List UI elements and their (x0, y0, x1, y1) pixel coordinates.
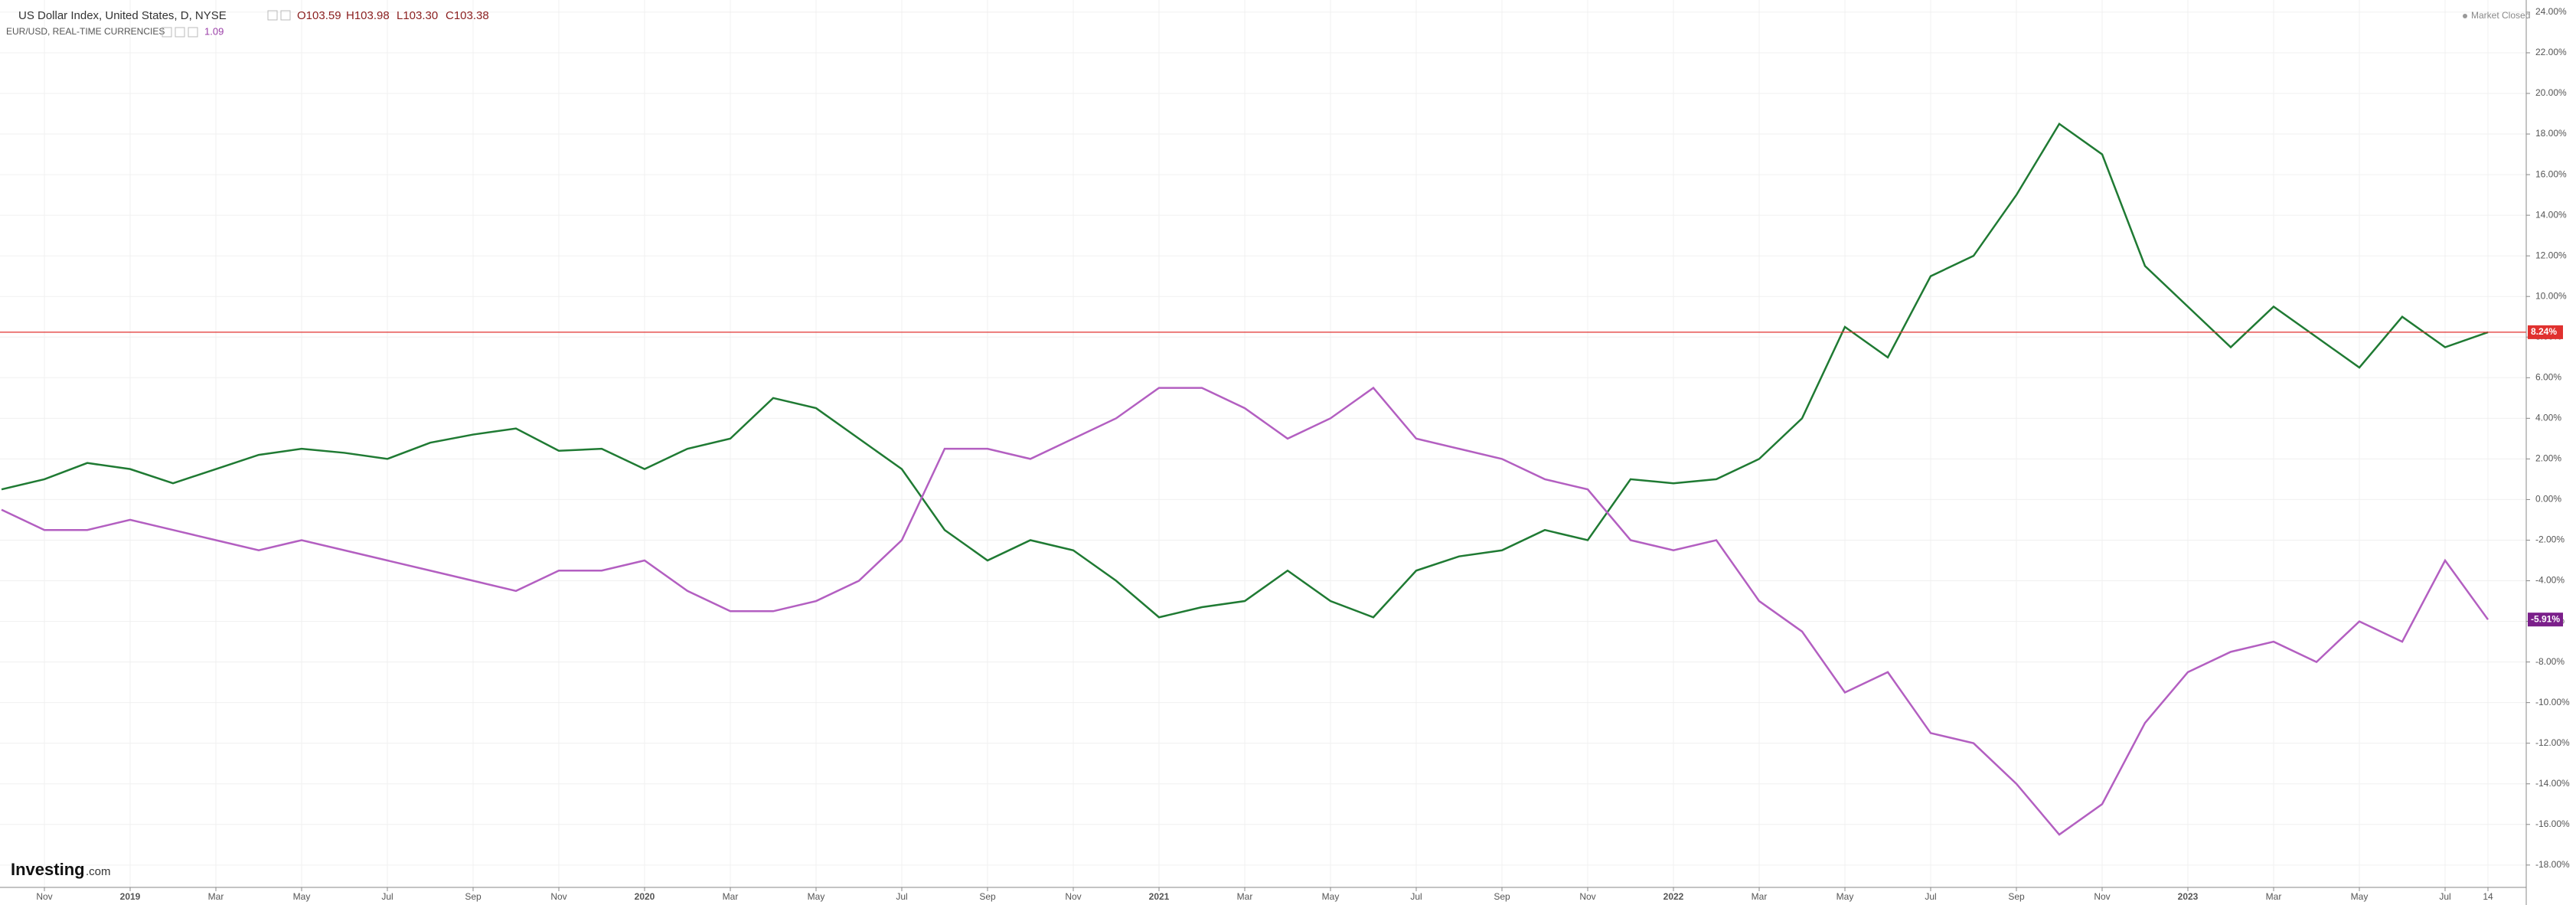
y-tick-label: -8.00% (2535, 656, 2565, 667)
y-tick-label: 2.00% (2535, 453, 2561, 464)
icon[interactable] (267, 10, 278, 21)
x-tick-label: Sep (465, 891, 482, 902)
y-tick-label: -18.00% (2535, 859, 2570, 870)
x-tick-label: May (293, 891, 311, 902)
y-tick-label: 12.00% (2535, 250, 2567, 260)
x-tick-label: Mar (1237, 891, 1253, 902)
y-tick-label: -14.00% (2535, 778, 2570, 789)
icon[interactable] (188, 27, 198, 38)
series-line (1, 122, 2489, 619)
x-tick-label: Jul (381, 891, 393, 902)
y-tick-label: -2.00% (2535, 534, 2565, 545)
ohlc-open: O103.59 (297, 9, 341, 22)
header: US Dollar Index, United States, D, NYSE … (6, 9, 2530, 38)
y-tick-label: 4.00% (2535, 413, 2561, 423)
y-tick-label: -4.00% (2535, 575, 2565, 586)
y-tick-label: 20.00% (2535, 87, 2567, 98)
y-tick-label: -10.00% (2535, 697, 2570, 707)
logo-suffix: .com (86, 865, 111, 878)
ohlc-high: H103.98 (346, 9, 390, 22)
y-tick-label: -12.00% (2535, 737, 2570, 748)
x-tick-label: Sep (979, 891, 996, 902)
y-tick-label: 0.00% (2535, 494, 2561, 505)
x-tick-label: May (808, 891, 825, 902)
x-tick-label: Nov (2094, 891, 2110, 902)
price-tag (2528, 325, 2563, 339)
x-tick-label: Nov (1065, 891, 1081, 902)
x-tick-label: 2021 (1149, 891, 1170, 902)
compare-value: 1.09 (204, 25, 224, 37)
series-line (1, 386, 2489, 836)
icon[interactable] (280, 10, 291, 21)
x-tick-label: 2020 (635, 891, 655, 902)
price-tag (2528, 613, 2563, 627)
x-tick-label: May (1837, 891, 1854, 902)
x-tick-label: Jul (1410, 891, 1422, 902)
x-tick-label: 2023 (2178, 891, 2199, 902)
x-tick-label: Nov (36, 891, 52, 902)
icon[interactable] (175, 27, 185, 38)
x-tick-label: May (2351, 891, 2369, 902)
x-tick-label: Mar (208, 891, 224, 902)
logo: Investing .com (11, 860, 111, 879)
x-tick-label: Jul (1925, 891, 1936, 902)
x-tick-label: 2019 (120, 891, 141, 902)
y-tick-label: 10.00% (2535, 290, 2567, 301)
x-tick-label: Sep (2008, 891, 2025, 902)
price-tag-label: 8.24% (2531, 326, 2557, 337)
x-tick-label: 2022 (1663, 891, 1684, 902)
x-tick-label: Jul (2439, 891, 2450, 902)
x-tick-label: Sep (1494, 891, 1510, 902)
y-tick-label: 22.00% (2535, 47, 2567, 57)
logo-brand: Investing (11, 860, 85, 879)
market-status: Market Closed (2471, 10, 2530, 21)
ohlc-low: L103.30 (397, 9, 438, 22)
plot-area (0, 0, 2526, 887)
grid (0, 0, 2526, 887)
icon[interactable] (162, 27, 172, 38)
series-layer (0, 122, 2526, 836)
x-tick-label: Mar (2266, 891, 2282, 902)
y-tick-label: 14.00% (2535, 209, 2567, 220)
x-tick-label: Mar (1752, 891, 1768, 902)
y-tick-label: 16.00% (2535, 168, 2567, 179)
y-tick-label: -16.00% (2535, 818, 2570, 829)
x-tick-label: 14 (2483, 891, 2493, 902)
x-tick-label: May (1322, 891, 1340, 902)
x-tick-label: Mar (723, 891, 739, 902)
compare-symbol: EUR/USD, REAL-TIME CURRENCIES (6, 26, 165, 37)
ohlc-close: C103.38 (446, 9, 489, 22)
x-tick-label: Jul (896, 891, 907, 902)
price-tag-label: -5.91% (2531, 613, 2560, 624)
status-dot (2463, 14, 2467, 18)
symbol-title: US Dollar Index, United States, D, NYSE (18, 9, 227, 22)
x-tick-label: Nov (550, 891, 566, 902)
y-tick-label: 24.00% (2535, 6, 2567, 17)
x-tick-label: Nov (1579, 891, 1595, 902)
y-tick-label: 6.00% (2535, 371, 2561, 382)
y-tick-label: 18.00% (2535, 128, 2567, 139)
